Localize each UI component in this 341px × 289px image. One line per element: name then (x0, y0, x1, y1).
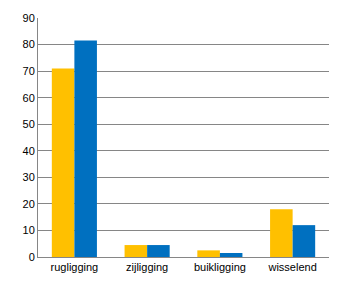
svg-text:wisselend: wisselend (267, 261, 316, 273)
svg-text:zijligging: zijligging (126, 261, 168, 273)
svg-text:20: 20 (23, 198, 35, 210)
svg-text:10: 10 (23, 224, 35, 236)
svg-text:40: 40 (23, 145, 35, 157)
svg-text:80: 80 (23, 38, 35, 50)
svg-text:60: 60 (23, 92, 35, 104)
svg-text:0: 0 (29, 251, 35, 263)
svg-text:50: 50 (23, 118, 35, 130)
svg-text:rugligging: rugligging (51, 261, 99, 273)
svg-text:buikligging: buikligging (194, 261, 246, 273)
svg-text:70: 70 (23, 65, 35, 77)
svg-text:90: 90 (23, 12, 35, 24)
svg-text:30: 30 (23, 171, 35, 183)
